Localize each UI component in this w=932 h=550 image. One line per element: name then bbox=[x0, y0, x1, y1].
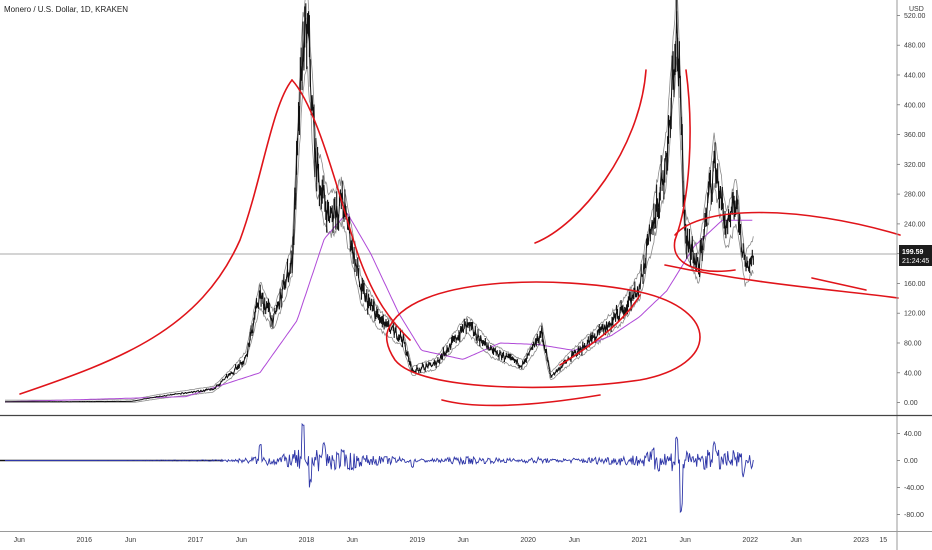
price-axis-tick-label: 440.00 bbox=[904, 73, 926, 80]
ellipse-underline[interactable] bbox=[441, 394, 601, 407]
lower-range-line[interactable] bbox=[664, 264, 899, 299]
time-axis-tick-label: Jun bbox=[125, 537, 136, 544]
price-axis-tick-label: 80.00 bbox=[904, 341, 922, 348]
time-axis-tick-label: 2019 bbox=[409, 537, 425, 544]
price-line bbox=[4, 11, 754, 403]
price-axis-tick-label: 360.00 bbox=[904, 132, 926, 139]
range-left-hook[interactable] bbox=[673, 239, 736, 272]
price-axis-tick-label: 40.00 bbox=[904, 370, 922, 377]
time-axis-tick-label: 2021 bbox=[632, 537, 648, 544]
time-axis-tick-label: Jun bbox=[457, 537, 468, 544]
time-axis-tick-label: Jun bbox=[14, 537, 25, 544]
price-axis-tick-label: 480.00 bbox=[904, 43, 926, 50]
price-series-layer bbox=[4, 0, 754, 403]
parabolic-rise-curve[interactable] bbox=[19, 79, 293, 395]
price-axis-tick-label: 0.00 bbox=[904, 400, 918, 407]
time-axis-tick-label: Jun bbox=[680, 537, 691, 544]
oscillator-axis-tick-label: -80.00 bbox=[904, 512, 924, 519]
last-price-value: 199.59 bbox=[902, 249, 924, 256]
short-trend-line[interactable] bbox=[811, 277, 867, 291]
oscillator-axis-tick-label: 0.00 bbox=[904, 458, 918, 465]
breakout-segment[interactable] bbox=[559, 294, 641, 366]
time-axis-tick-label: 2020 bbox=[520, 537, 536, 544]
time-axis-tick-label: Jun bbox=[236, 537, 247, 544]
time-axis-tick-label: Jun bbox=[790, 537, 801, 544]
price-axis-tick-label: 320.00 bbox=[904, 162, 926, 169]
oscillator-axis-tick-label: -40.00 bbox=[904, 485, 924, 492]
price-axis-tick-label: 520.00 bbox=[904, 13, 926, 20]
price-axis-tick-label: 160.00 bbox=[904, 281, 926, 288]
oscillator-axis-tick-label: 40.00 bbox=[904, 431, 922, 438]
price-axis-tick-label: 400.00 bbox=[904, 102, 926, 109]
price-axis-tick-label: 240.00 bbox=[904, 221, 926, 228]
price-axis-tick-label: 280.00 bbox=[904, 192, 926, 199]
last-price-badge: 199.59 21:24:45 bbox=[899, 245, 932, 266]
time-axis-tick-label: 2016 bbox=[77, 537, 93, 544]
symbol-title: Monero / U.S. Dollar, 1D, KRAKEN bbox=[4, 5, 128, 14]
parabolic-decline-curve[interactable] bbox=[291, 79, 411, 341]
time-axis-tick-label: 15 bbox=[879, 537, 887, 544]
time-axis-tick-label: 2023 bbox=[853, 537, 869, 544]
time-axis-tick-label: 2022 bbox=[742, 537, 758, 544]
upper-range-arc[interactable] bbox=[674, 211, 901, 236]
upper-band-line bbox=[5, 0, 754, 401]
time-axis-tick-label: 2017 bbox=[188, 537, 204, 544]
time-axis-tick-label: 2018 bbox=[299, 537, 315, 544]
countdown-value: 21:24:45 bbox=[902, 258, 929, 265]
second-decline-curve[interactable] bbox=[674, 69, 691, 241]
price-axis-tick-label: 120.00 bbox=[904, 311, 926, 318]
last-price-badge-bg bbox=[899, 245, 932, 266]
second-rise-curve[interactable] bbox=[534, 69, 647, 244]
time-axis-tick-label: Jun bbox=[347, 537, 358, 544]
moving-average-line bbox=[5, 213, 753, 403]
oscillator-layer bbox=[5, 422, 754, 514]
oscillator-line bbox=[5, 422, 754, 514]
lower-band-line bbox=[5, 56, 754, 403]
annotation-drawings[interactable] bbox=[19, 69, 901, 407]
time-axis-tick-label: Jun bbox=[569, 537, 580, 544]
accumulation-ellipse[interactable] bbox=[385, 281, 701, 389]
currency-label: USD bbox=[909, 6, 924, 13]
